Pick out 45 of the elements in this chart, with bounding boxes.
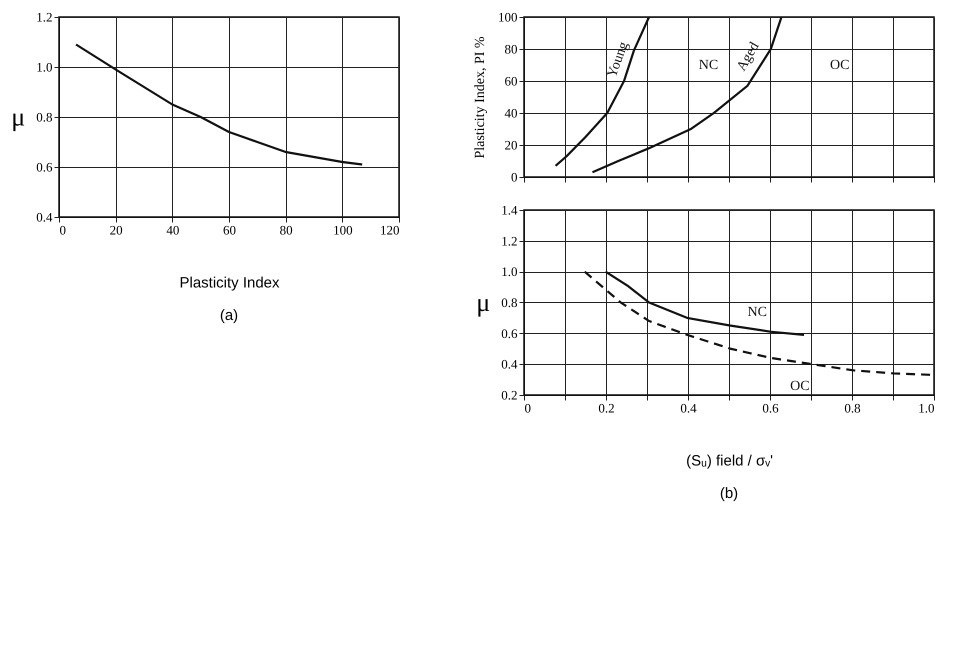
y-tick-label: 0.4 [501,356,518,372]
x-tick-label: 120 [380,222,400,238]
x-tick-label: 60 [223,222,236,238]
y-tick-label: 1.2 [501,233,518,248]
y-tick-label: 1.2 [36,10,52,24]
y-tick-label: 60 [504,74,518,88]
x-tick-label: 80 [280,222,293,238]
y-tick-label: 1.0 [501,264,518,280]
annotation: OC [830,58,850,73]
x-tick-label: 0.6 [762,400,780,416]
y-tick-label: 0 [511,170,518,184]
y-axis-title: μ [476,288,490,317]
y-tick-label: 80 [504,42,518,56]
y-tick-label: 20 [504,138,518,152]
y-tick-label: 0.8 [36,110,52,124]
x-tick-label: 1.0 [918,400,934,416]
x-axis-title: Plasticity Index [179,274,280,292]
series-label: OC [790,379,810,394]
series-label: NC [748,304,767,320]
x-axis-title: (Sᵤ) field / σᵥ' [686,452,774,470]
x-tick-label: 0.8 [844,400,861,416]
y-tick-label: 40 [504,106,518,120]
text: (a) [220,307,238,324]
x-tick-label: 20 [110,222,123,238]
y-tick-label: 0.4 [36,210,53,224]
y-tick-label: 0.6 [36,160,53,174]
x-tick-label: 100 [333,222,353,238]
y-tick-label: 100 [498,10,518,24]
y-axis-title: μ [11,102,26,132]
y-tick-label: 0.6 [501,326,518,341]
y-tick-label: 0.8 [501,295,518,310]
y-tick-label: 1.4 [501,202,518,218]
line-series [604,270,806,336]
y-tick-label: 1.0 [36,60,52,74]
y-axis-title: Plasticity Index, PI % [473,36,488,159]
x-tick-label: 0 [524,400,531,416]
annotation: NC [698,58,718,73]
x-tick-label: 0 [60,222,66,238]
text: (b) [720,485,738,502]
y-tick-label: 0.2 [501,388,518,402]
x-tick-label: 0.2 [598,400,615,416]
line-series [74,43,364,166]
x-tick-label: 0.4 [680,400,698,416]
x-tick-label: 40 [166,222,180,238]
text: Young [604,40,632,80]
